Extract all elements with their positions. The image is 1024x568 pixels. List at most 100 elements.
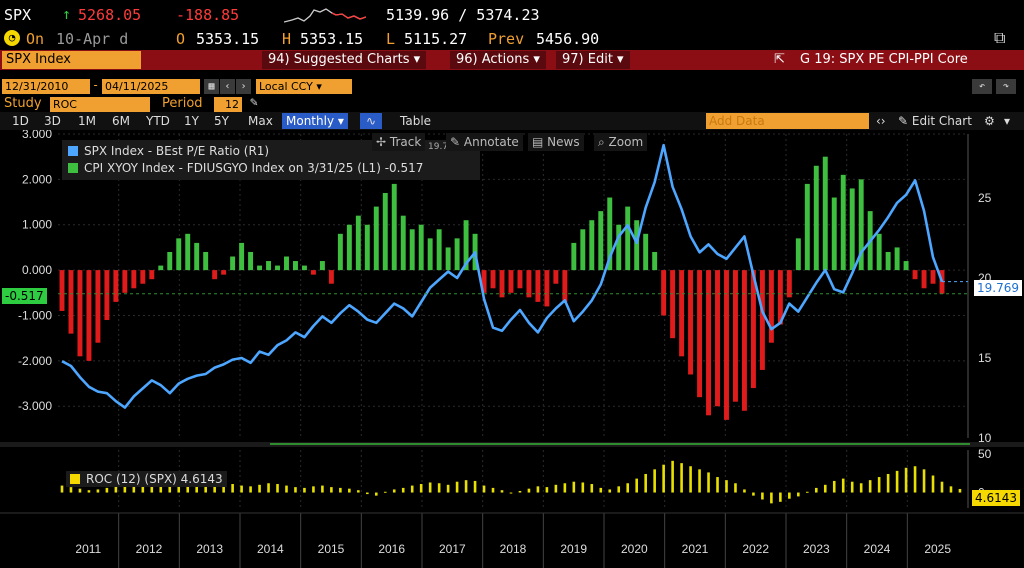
roc-bar [285, 485, 288, 493]
roc-bar [473, 480, 477, 493]
cpi-bar [688, 270, 694, 375]
start-date-field[interactable]: 12/31/2010 [2, 79, 90, 94]
cpi-bar [77, 270, 83, 357]
study-label: Study [4, 96, 42, 111]
roc-bar [868, 480, 872, 493]
table-button[interactable]: Table [400, 114, 432, 128]
roc-bar [913, 466, 917, 493]
legend-swatch-green [68, 163, 78, 173]
roc-bar [312, 486, 315, 493]
cpi-bar [750, 270, 756, 389]
prev-value: 5456.90 [536, 30, 600, 48]
timeframe-6m[interactable]: 6M [112, 114, 130, 128]
pe-ratio-line [61, 143, 944, 409]
scroll-arrows-icon[interactable]: ‹› [876, 114, 886, 128]
roc-bar [464, 480, 468, 493]
redo-button[interactable]: ↷ [996, 79, 1016, 94]
prev-period-button[interactable]: ‹ [220, 79, 235, 94]
year-label: 2018 [500, 542, 527, 556]
year-label: 2020 [621, 542, 648, 556]
roc-bar [698, 469, 701, 493]
cpi-bar [230, 256, 236, 271]
currency-select[interactable]: Local CCY ▾ [256, 79, 352, 94]
study-select[interactable]: ROC [50, 97, 150, 112]
roc-bar [752, 492, 755, 496]
track-tool[interactable]: ✢ Track [372, 133, 426, 151]
annotate-tool[interactable]: ✎ Annotate [446, 133, 523, 151]
year-label: 2012 [136, 542, 163, 556]
roc-bar [383, 491, 387, 493]
right-axis-tick: 10 [978, 431, 992, 445]
cpi-bar [625, 206, 631, 271]
roc-bar [428, 482, 432, 493]
roc-legend: ROC (12) (SPX) 4.6143 [66, 471, 227, 487]
timeframe-5y[interactable]: 5Y [214, 114, 229, 128]
security-field[interactable]: SPX Index [2, 51, 141, 69]
intraday-sparkline [284, 8, 366, 23]
roc-bar [69, 487, 73, 493]
launch-icon[interactable]: ⇱ [774, 52, 785, 67]
legend-cpi-label: CPI XYOY Index - FDIUSGYO Index on 3/31/… [84, 161, 424, 175]
period-field[interactable]: 12 [214, 97, 242, 112]
next-period-button[interactable]: › [236, 79, 251, 94]
main-chart[interactable]: 3.000 2.000 1.000 0.000 -1.000 -2.000 -3.000 25… [0, 130, 1024, 568]
cpi-bar [903, 261, 909, 271]
roc-bar [213, 483, 216, 493]
roc-bar [958, 488, 962, 493]
cpi-bar [409, 229, 415, 271]
cpi-bar [598, 211, 604, 271]
calendar-icon[interactable]: ▦ [204, 79, 219, 94]
cpi-bar [481, 270, 487, 293]
gauge-icon[interactable]: ◔ [4, 30, 20, 46]
frequency-select[interactable]: Monthly ▾ [282, 113, 348, 129]
timeframe-1m[interactable]: 1M [78, 114, 96, 128]
cpi-bar [652, 251, 658, 271]
cpi-bar [544, 270, 550, 307]
roc-bar [806, 491, 809, 493]
legend-item-pe: SPX Index - BEst P/E Ratio (R1) [68, 144, 269, 158]
pencil-icon[interactable]: ✎ [250, 95, 258, 110]
last-price: 5268.05 [78, 6, 142, 24]
cpi-bar [284, 256, 289, 271]
low-value: 5115.27 [404, 30, 468, 48]
roc-bar [294, 487, 297, 493]
timeframe-3d[interactable]: 3D [44, 114, 61, 128]
end-date-field[interactable]: 04/11/2025 [102, 79, 200, 94]
roc-bar [689, 466, 692, 493]
line-chart-icon[interactable]: ∿ [360, 113, 382, 129]
edit-chart-button[interactable]: ✎ Edit Chart [898, 114, 972, 128]
cpi-bar [113, 270, 119, 302]
edit-button[interactable]: 97) Edit ▾ [556, 51, 630, 69]
news-tool[interactable]: ▤ News [528, 133, 584, 151]
actions-button[interactable]: 96) Actions ▾ [450, 51, 546, 69]
timeframe-ytd[interactable]: YTD [146, 114, 170, 128]
cpi-bar [131, 270, 137, 289]
timeframe-1y[interactable]: 1Y [184, 114, 199, 128]
cpi-bar [364, 224, 370, 271]
settings-icon[interactable]: ⚙ [984, 114, 995, 128]
zoom-tool[interactable]: ⌕ Zoom [594, 133, 648, 151]
expand-icon[interactable]: ⧉ [994, 28, 1006, 47]
roc-bar [940, 481, 944, 493]
roc-bar [662, 464, 665, 493]
cpi-bar [661, 270, 667, 316]
more-icon[interactable]: ▾ [1004, 114, 1011, 128]
cpi-bar [275, 265, 280, 271]
timeframe-max[interactable]: Max [248, 114, 273, 128]
zoom-label: Zoom [608, 135, 644, 149]
year-label: 2014 [257, 542, 284, 556]
suggested-charts-button[interactable]: 94) Suggested Charts ▾ [262, 51, 427, 69]
add-data-input[interactable]: Add Data [706, 113, 869, 129]
timeframe-1d[interactable]: 1D [12, 114, 29, 128]
cpi-bar [158, 265, 164, 271]
roc-bar [204, 484, 207, 493]
left-axis-tick: 2.000 [22, 172, 52, 186]
undo-button[interactable]: ↶ [972, 79, 992, 94]
cpi-bar [167, 251, 173, 271]
cpi-bar [813, 165, 819, 271]
cpi-bar [122, 270, 128, 293]
cpi-bar [499, 270, 505, 298]
currency-value: Local CCY [259, 80, 313, 93]
roc-bar [608, 489, 612, 493]
year-label: 2017 [439, 542, 466, 556]
